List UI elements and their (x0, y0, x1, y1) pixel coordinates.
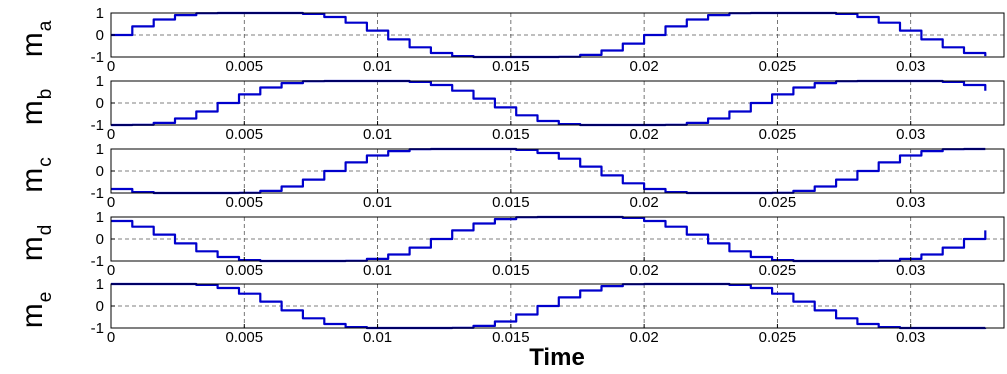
x-tick-label: 0 (107, 126, 115, 143)
y-tick-label: 1 (96, 209, 104, 226)
y-axis-label-subscript: c (35, 157, 56, 167)
y-tick-label: 0 (96, 231, 104, 248)
x-tick-label: 0.03 (896, 58, 925, 75)
x-tick-label: 0.005 (226, 126, 264, 143)
y-axis-label-main: m (16, 100, 49, 125)
y-tick-label: 1 (96, 141, 104, 158)
x-tick-label: 0.03 (896, 262, 925, 279)
x-tick-label: 0.005 (226, 58, 264, 75)
y-tick-label: -1 (91, 49, 104, 66)
y-axis-label-main: m (16, 303, 49, 328)
x-tick-label: 0.03 (896, 126, 925, 143)
x-tick-label: 0.005 (226, 262, 264, 279)
x-tick-label: 0 (107, 194, 115, 211)
y-tick-label: -1 (91, 185, 104, 202)
y-axis-label: mb (16, 89, 56, 126)
series-line-me (111, 282, 987, 330)
x-tick-label: 0.025 (759, 126, 797, 143)
series-line-mc (111, 147, 986, 195)
x-tick-label: 0.01 (363, 58, 392, 75)
y-tick-label: 0 (96, 27, 104, 44)
x-tick-label: 0.015 (492, 126, 530, 143)
y-tick-label: 1 (96, 73, 104, 90)
x-tick-label: 0.01 (363, 262, 392, 279)
x-tick-label: 0.025 (759, 194, 797, 211)
x-tick-label: 0.025 (759, 262, 797, 279)
x-tick-label: 0.005 (226, 329, 264, 346)
x-tick-label: 0.02 (630, 262, 659, 279)
y-tick-label: -1 (91, 117, 104, 134)
x-tick-label: 0.02 (630, 194, 659, 211)
y-axis-label: mc (16, 157, 56, 193)
x-tick-label: 0.015 (492, 262, 530, 279)
y-axis-label-subscript: d (35, 225, 56, 236)
x-tick-label: 0.015 (492, 58, 530, 75)
x-tick-label: 0.01 (363, 329, 392, 346)
y-tick-label: 0 (96, 163, 104, 180)
y-axis-label-subscript: e (35, 292, 56, 303)
x-tick-label: 0.01 (363, 194, 392, 211)
x-tick-label: 0.02 (630, 126, 659, 143)
y-tick-label: -1 (91, 320, 104, 337)
x-tick-label: 0.01 (363, 126, 392, 143)
y-axis-label-subscript: b (35, 89, 56, 100)
y-tick-label: 1 (96, 5, 104, 22)
x-tick-label: 0.005 (226, 194, 264, 211)
y-axis-label-main: m (16, 168, 49, 193)
x-tick-label: 0.025 (759, 329, 797, 346)
y-axis-label-main: m (16, 236, 49, 261)
y-tick-label: 1 (96, 276, 104, 293)
x-tick-label: 0.03 (896, 194, 925, 211)
y-tick-label: -1 (91, 253, 104, 270)
y-tick-label: 0 (96, 298, 104, 315)
series-line-mb (111, 79, 987, 127)
y-axis-label: md (16, 225, 56, 262)
x-tick-label: 0.02 (630, 329, 659, 346)
y-axis-label-subscript: a (35, 20, 56, 31)
x-tick-label: 0.02 (630, 58, 659, 75)
y-tick-label: 0 (96, 95, 104, 112)
y-axis-label: me (16, 292, 56, 329)
y-axis-label: ma (16, 20, 56, 57)
x-tick-label: 0.015 (492, 329, 530, 346)
x-axis-label: Time (529, 344, 585, 371)
x-tick-label: 0.015 (492, 194, 530, 211)
x-tick-label: 0.025 (759, 58, 797, 75)
x-tick-label: 0 (107, 262, 115, 279)
x-tick-label: 0.03 (896, 329, 925, 346)
y-axis-label-main: m (16, 32, 49, 57)
x-tick-label: 0 (107, 58, 115, 75)
x-tick-label: 0 (107, 329, 115, 346)
